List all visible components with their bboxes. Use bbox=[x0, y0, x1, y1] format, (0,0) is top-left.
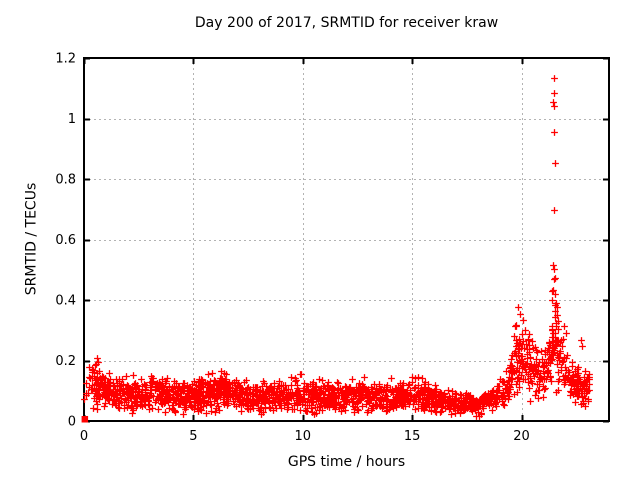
svg-text:5: 5 bbox=[189, 429, 197, 444]
grid bbox=[84, 58, 609, 421]
svg-text:0.2: 0.2 bbox=[55, 354, 76, 369]
svg-text:1.2: 1.2 bbox=[55, 52, 76, 67]
data-points bbox=[81, 75, 593, 420]
x-axis-label: GPS time / hours bbox=[287, 454, 406, 470]
y-tick-labels: 0 0.2 0.4 0.6 0.8 1 1.2 bbox=[55, 52, 76, 430]
svg-text:1: 1 bbox=[68, 112, 76, 127]
svg-text:0.8: 0.8 bbox=[55, 173, 76, 188]
svg-text:0.6: 0.6 bbox=[55, 233, 76, 248]
y-axis-label: SRMTID / TECUs bbox=[23, 182, 39, 296]
svg-text:20: 20 bbox=[513, 429, 530, 444]
x-tick-labels: 0 5 10 15 20 bbox=[80, 429, 530, 444]
chart-title: Day 200 of 2017, SRMTID for receiver kra… bbox=[194, 15, 499, 31]
origin-square-marker bbox=[81, 415, 89, 423]
axis-ticks bbox=[83, 57, 609, 423]
svg-text:0.4: 0.4 bbox=[55, 294, 76, 309]
svg-text:0: 0 bbox=[80, 429, 88, 444]
svg-text:10: 10 bbox=[294, 429, 311, 444]
svg-text:15: 15 bbox=[404, 429, 421, 444]
svg-text:0: 0 bbox=[68, 415, 76, 430]
